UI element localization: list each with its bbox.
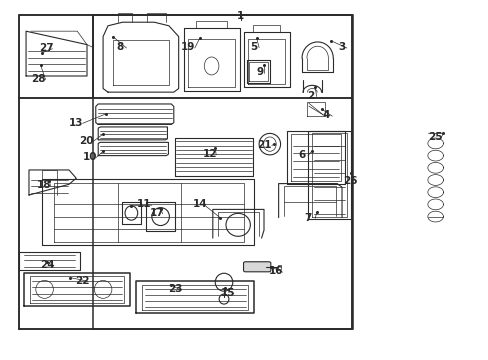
Text: 5: 5: [250, 42, 257, 52]
FancyBboxPatch shape: [243, 262, 270, 272]
Text: 1: 1: [237, 11, 244, 21]
Text: 27: 27: [39, 43, 53, 53]
Text: 19: 19: [181, 42, 195, 52]
Text: 7: 7: [304, 213, 311, 222]
Bar: [93, 15, 351, 329]
Text: 13: 13: [69, 118, 83, 128]
Text: 14: 14: [192, 199, 206, 210]
Text: 6: 6: [298, 150, 305, 160]
Bar: [19, 15, 352, 329]
Text: 15: 15: [221, 288, 235, 298]
Text: 16: 16: [268, 266, 283, 276]
Text: 24: 24: [40, 260, 54, 270]
Text: 2: 2: [306, 91, 314, 101]
Text: 10: 10: [82, 152, 97, 162]
Text: 11: 11: [137, 199, 151, 210]
Text: 17: 17: [149, 208, 163, 218]
Text: 21: 21: [256, 140, 271, 150]
Text: 28: 28: [31, 74, 45, 84]
Text: 4: 4: [322, 111, 329, 121]
Text: 3: 3: [338, 42, 345, 52]
Text: 25: 25: [427, 132, 442, 142]
Text: 9: 9: [256, 67, 263, 77]
Text: 26: 26: [343, 176, 357, 186]
Text: 8: 8: [116, 42, 123, 51]
Text: 18: 18: [36, 180, 51, 190]
Text: 12: 12: [203, 149, 217, 159]
Text: 22: 22: [75, 276, 90, 286]
Text: 20: 20: [79, 136, 94, 145]
Text: 23: 23: [168, 284, 182, 294]
